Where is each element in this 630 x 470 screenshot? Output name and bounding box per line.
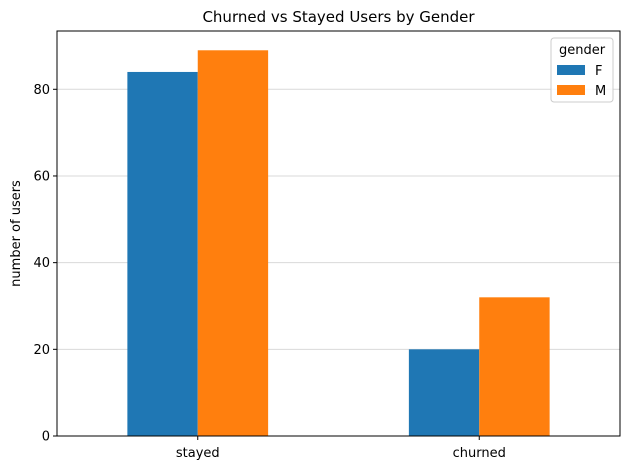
- bar-F-stayed: [127, 71, 198, 437]
- plot-area-frame: [56, 30, 621, 437]
- bar-M-churned: [479, 297, 550, 436]
- y-tick-label: 20: [33, 343, 50, 358]
- bars: [127, 50, 550, 437]
- legend-label-M: M: [595, 84, 606, 99]
- y-tick-label: 0: [42, 430, 50, 445]
- x-axis: stayed churned: [176, 436, 506, 461]
- y-tick-label: 40: [33, 256, 50, 271]
- legend-swatch-F: [557, 65, 585, 75]
- legend: gender FM: [550, 37, 614, 103]
- legend-items: FM: [557, 64, 606, 99]
- y-tick-label: 80: [33, 83, 50, 98]
- x-tick-label: churned: [453, 446, 506, 461]
- y-axis: 0 20 40 60 80: [33, 83, 57, 445]
- bar-M-stayed: [197, 50, 269, 437]
- chart-title: Churned vs Stayed Users by Gender: [202, 8, 475, 26]
- legend-title: gender: [559, 43, 606, 58]
- bar-F-churned: [408, 349, 480, 436]
- y-axis-label: number of users: [9, 180, 24, 287]
- legend-label-F: F: [595, 64, 602, 79]
- legend-swatch-M: [557, 85, 585, 95]
- y-tick-label: 60: [33, 169, 50, 184]
- x-tick-label: stayed: [176, 446, 220, 461]
